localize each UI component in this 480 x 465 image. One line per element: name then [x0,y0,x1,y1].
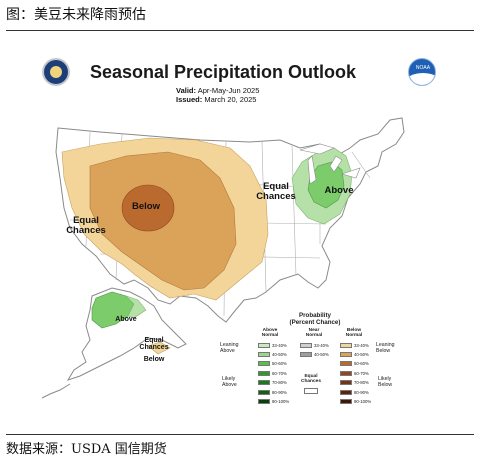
doc-seal-icon [42,58,70,86]
great-lakes [299,143,361,185]
legend-near-header: Near Normal [305,328,323,339]
legend-likely-above: Likely Above [222,376,237,388]
bottom-rule [6,434,474,435]
label-alaska-above: Above [115,316,137,323]
top-rule [6,30,474,31]
label-east-equal-chances: Equal Chances [256,181,296,202]
valid-issued-block: Valid: Apr-May-Jun 2025 Issued: March 20… [176,86,306,104]
legend-near-swatch [300,342,312,348]
legend-equal-chances-label: Equal Chances [301,374,321,385]
alaska-above-33-40-region [125,295,147,319]
legend-above-swatch [258,389,270,395]
legend-below-range-label: 33-40% [354,342,369,348]
legend-above-range-label: 70-80% [272,380,287,386]
legend-above-range-label: 80-90% [272,389,287,395]
label-alaska-below: Below [143,356,165,363]
legend-near-range-label: 40-50% [314,351,329,357]
label-alaska-equal-chances: Equal Chances [139,337,169,352]
legend-above-range-label: 60-70% [272,370,287,376]
legend-below-swatch [340,351,352,357]
legend-above-swatch [258,351,270,357]
legend-above-range-label: 50-60% [272,361,287,367]
legend-above-swatch [258,342,270,348]
legend-below-row: 40-50% [340,351,369,357]
aleutian-islands [41,383,71,399]
label-west-equal-chances: Equal Chances [66,215,106,236]
legend-near-swatch [300,351,312,357]
legend-below-row: 80-90% [340,389,369,395]
valid-value: Apr-May-Jun 2025 [197,86,260,95]
legend-below-row: 33-40% [340,342,369,348]
legend-near-row: 33-40% [300,342,329,348]
source-note: 数据来源：USDA 国信期货 [6,442,167,457]
legend-above-row: 70-80% [258,380,287,386]
legend-below-swatch [340,389,352,395]
legend-near-row: 40-50% [300,351,329,357]
legend-below-range-label: 70-80% [354,380,369,386]
probability-legend: Probability (Percent Chance) Above Norma… [214,312,404,408]
legend-near-range-label: 33-40% [314,342,329,348]
legend-above-swatch [258,370,270,376]
below-50-60-region [121,184,175,232]
legend-below-swatch [340,361,352,367]
issued-value: March 20, 2025 [204,95,257,104]
legend-above-row: 50-60% [258,361,287,367]
alaska-above-40-50-region [91,291,135,329]
legend-below-range-label: 50-60% [354,361,369,367]
legend-above-header: Above Normal [261,328,279,339]
legend-above-row: 33-40% [258,342,287,348]
legend-leaning-below: Leaning Below [376,342,395,354]
legend-below-range-label: 40-50% [354,351,369,357]
legend-above-row: 90-100% [258,398,289,404]
noaa-logo-icon: NOAA [408,58,436,86]
legend-below-row: 60-70% [340,370,369,376]
legend-leaning-above: Leaning Above [220,342,239,354]
legend-below-swatch [340,398,352,404]
alaska-below-33-40-region [147,341,171,355]
legend-below-range-label: 60-70% [354,370,369,376]
legend-below-row: 90-100% [340,398,371,404]
legend-above-row: 80-90% [258,389,287,395]
figure-caption: 图：美豆未来降雨预估 [6,7,146,23]
legend-below-swatch [340,370,352,376]
precipitation-outlook-map [30,48,450,424]
legend-above-row: 40-50% [258,351,287,357]
legend-likely-below: Likely Below [378,376,393,388]
label-above: Above [324,185,354,196]
label-below: Below [132,201,160,212]
valid-label: Valid: [176,86,197,95]
legend-below-swatch [340,380,352,386]
legend-title: Probability (Percent Chance) [289,312,341,326]
legend-above-swatch [258,398,270,404]
legend-below-swatch [340,342,352,348]
legend-above-range-label: 40-50% [272,351,287,357]
legend-below-row: 70-80% [340,380,369,386]
legend-below-header: Below Normal [345,328,363,339]
legend-below-range-label: 80-90% [354,389,369,395]
legend-above-range-label: 90-100% [272,398,290,404]
legend-below-range-label: 90-100% [354,398,372,404]
issued-label: Issued: [176,95,203,104]
legend-above-swatch [258,380,270,386]
map-title: Seasonal Precipitation Outlook [89,62,357,82]
above-40-50-region [307,161,345,209]
legend-above-row: 60-70% [258,370,287,376]
legend-above-swatch [258,361,270,367]
legend-above-range-label: 33-40% [272,342,287,348]
legend-equal-chances-swatch [304,388,318,394]
legend-below-row: 50-60% [340,361,369,367]
